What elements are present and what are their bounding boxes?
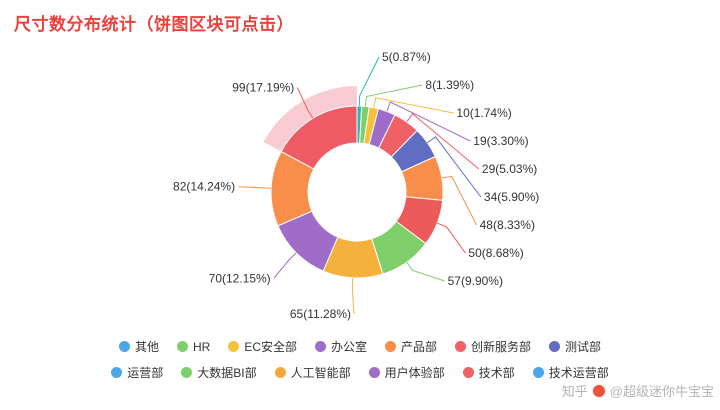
legend-label: 用户体验部 [384, 366, 445, 380]
legend-item-技术运营部[interactable]: 技术运营部 [532, 364, 609, 381]
watermark-handle-text: @超级迷你牛宝宝 [609, 384, 714, 399]
legend-label: 人工智能部 [290, 366, 351, 380]
slice-label-line [358, 56, 380, 107]
watermark: 知乎 @超级迷你牛宝宝 [562, 381, 714, 400]
slice-label-line [296, 87, 314, 119]
slice-label-line [351, 277, 355, 314]
legend-item-办公室[interactable]: 办公室 [314, 338, 367, 355]
legend-item-人工智能部[interactable]: 人工智能部 [274, 364, 351, 381]
slice-label: 48(8.33%) [480, 218, 535, 232]
slice-label: 10(1.74%) [456, 106, 511, 120]
legend-item-用户体验部[interactable]: 用户体验部 [368, 364, 445, 381]
legend-label: 大数据BI部 [197, 366, 257, 380]
slice-label: 34(5.90%) [484, 190, 539, 204]
slice-label-line [273, 252, 297, 279]
pie-slice-99[interactable] [280, 105, 358, 170]
legend-label: 测试部 [565, 340, 602, 354]
chart-title: 尺寸数分布统计（饼图区块可点击） [14, 15, 294, 34]
legend-color-dot [385, 341, 396, 352]
slice-label: 65(11.28%) [290, 307, 351, 321]
legend-color-dot [176, 341, 188, 352]
slice-label: 29(5.03%) [482, 162, 537, 176]
watermark-logo-icon [591, 383, 606, 398]
legend: 其他 HR EC安全部 办公室 产品部 创新服务部 测试部运营部 大数据BI部 人工智能部 用户体… [0, 338, 720, 381]
slice-label: 5(0.87%) [382, 50, 431, 64]
legend-item-HR[interactable]: HR [176, 338, 211, 355]
legend-item-大数据BI部[interactable]: 大数据BI部 [181, 364, 257, 381]
legend-item-测试部[interactable]: 测试部 [549, 338, 601, 355]
legend-color-dot [181, 367, 193, 378]
legend-item-其他[interactable]: 其他 [118, 338, 159, 355]
legend-color-dot [549, 341, 561, 352]
slice-label-line [427, 136, 482, 198]
legend-item-运营部[interactable]: 运营部 [111, 364, 163, 381]
watermark-site-text: 知乎 [561, 384, 588, 399]
legend-item-创新服务部[interactable]: 创新服务部 [455, 338, 531, 355]
slice-label-line [437, 222, 466, 254]
slice-label: 8(1.39%) [425, 78, 474, 92]
legend-label: 运营部 [127, 366, 164, 380]
legend-color-dot [314, 341, 326, 352]
slice-label-line [406, 261, 445, 282]
legend-color-dot [274, 367, 286, 378]
slice-label: 99(17.19%) [232, 80, 294, 94]
slice-label-line [386, 101, 471, 142]
slice-label-line [373, 97, 454, 114]
legend-item-产品部[interactable]: 产品部 [385, 338, 437, 355]
slice-label-line [364, 84, 423, 107]
legend-label: 技术部 [478, 366, 515, 380]
slice-label: 19(3.30%) [473, 134, 528, 148]
legend-color-dot [118, 341, 130, 352]
legend-label: 办公室 [330, 340, 367, 354]
slice-label: 70(12.15%) [209, 271, 271, 285]
legend-label: 技术运营部 [548, 366, 609, 380]
legend-item-技术部[interactable]: 技术部 [462, 364, 515, 381]
legend-row: 运营部 大数据BI部 人工智能部 用户体验部 技术部 技术运营部 [0, 364, 720, 381]
slice-label: 82(14.24%) [173, 180, 235, 194]
legend-label: 创新服务部 [471, 340, 532, 354]
legend-label: EC安全部 [244, 340, 297, 354]
legend-label: 其他 [134, 340, 159, 354]
legend-label: HR [192, 339, 211, 354]
slice-label-line [406, 112, 480, 170]
legend-row: 其他 HR EC安全部 办公室 产品部 创新服务部 测试部 [0, 338, 720, 355]
slice-label-line [441, 175, 478, 226]
legend-item-EC安全部[interactable]: EC安全部 [228, 338, 297, 355]
slice-label: 50(8.68%) [468, 246, 523, 260]
slice-label-line [238, 186, 272, 189]
legend-color-dot [111, 367, 123, 378]
legend-color-dot [462, 367, 474, 378]
legend-color-dot [455, 341, 467, 352]
slice-label: 57(9.90%) [448, 274, 503, 288]
legend-color-dot [368, 367, 380, 378]
legend-label: 产品部 [401, 340, 438, 354]
legend-color-dot [532, 367, 544, 378]
legend-color-dot [228, 341, 240, 352]
